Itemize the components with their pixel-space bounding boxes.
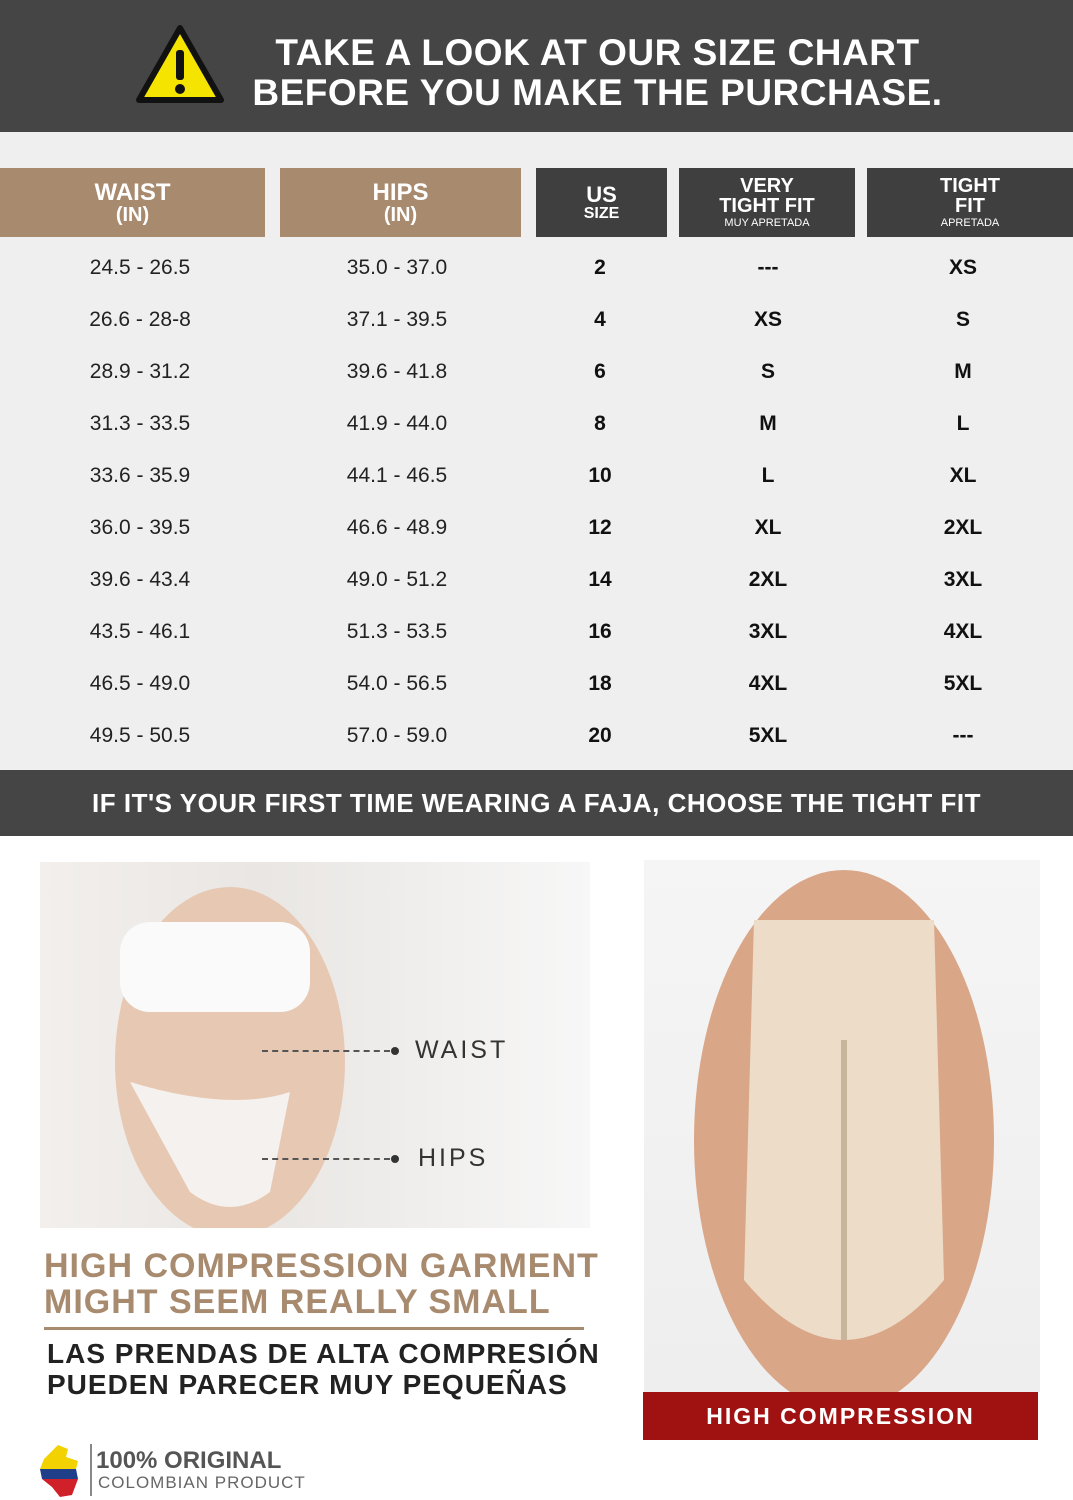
waist-dot <box>391 1047 399 1055</box>
table-row: 39.6 - 43.4 49.0 - 51.2 14 2XL 3XL <box>0 554 1073 606</box>
header-tight-fit: TIGHT FIT APRETADA <box>867 168 1073 237</box>
size-table <box>0 132 1073 770</box>
measurement-photo <box>40 862 590 1237</box>
waist-label: WAIST <box>415 1036 509 1064</box>
hips-cell: 51.3 - 53.5 <box>346 620 448 643</box>
table-row: 43.5 - 46.1 51.3 - 53.5 16 3XL 4XL <box>0 606 1073 658</box>
hips-cell: 39.6 - 41.8 <box>346 360 448 383</box>
tight-fit-cell: M <box>954 360 972 383</box>
table-row: 33.6 - 35.9 44.1 - 46.5 10 L XL <box>0 450 1073 502</box>
waist-cell: 46.5 - 49.0 <box>89 672 191 695</box>
hips-line <box>262 1158 390 1160</box>
very-tight-fit-cell: M <box>759 412 777 435</box>
very-tight-fit-cell: S <box>760 360 776 383</box>
waist-cell: 28.9 - 31.2 <box>89 360 191 383</box>
very-tight-fit-cell: --- <box>757 256 779 279</box>
header-waist: WAIST (IN) <box>0 168 265 237</box>
body-silhouette-icon <box>115 887 345 1237</box>
hips-cell: 49.0 - 51.2 <box>346 568 448 591</box>
us-size-cell: 2 <box>594 256 606 279</box>
table-row: 46.5 - 49.0 54.0 - 56.5 18 4XL 5XL <box>0 658 1073 710</box>
very-tight-fit-cell: 3XL <box>748 620 788 643</box>
table-row: 36.0 - 39.5 46.6 - 48.9 12 XL 2XL <box>0 502 1073 554</box>
colombia-flag-map-icon <box>40 1445 78 1497</box>
us-size-cell: 6 <box>594 360 606 383</box>
header-us-size: US SIZE <box>536 168 667 237</box>
title-line-1: TAKE A LOOK AT OUR SIZE CHART <box>275 32 920 73</box>
us-size-cell: 14 <box>588 568 612 591</box>
hips-cell: 37.1 - 39.5 <box>346 308 448 331</box>
logo-divider <box>90 1444 92 1496</box>
tight-fit-cell: XL <box>949 464 977 487</box>
hips-cell: 54.0 - 56.5 <box>346 672 448 695</box>
logo-colombian: COLOMBIAN PRODUCT <box>98 1473 306 1492</box>
divider <box>44 1327 584 1330</box>
table-row: 49.5 - 50.5 57.0 - 59.0 20 5XL --- <box>0 710 1073 762</box>
hips-cell: 44.1 - 46.5 <box>346 464 448 487</box>
warning-english: HIGH COMPRESSION GARMENT MIGHT SEEM REALL… <box>44 1247 599 1321</box>
product-photo <box>644 860 1040 1410</box>
table-row: 26.6 - 28-8 37.1 - 39.5 4 XS S <box>0 294 1073 346</box>
tight-fit-cell: 4XL <box>943 620 983 643</box>
tight-fit-banner: IF IT'S YOUR FIRST TIME WEARING A FAJA, … <box>0 770 1073 836</box>
hips-cell: 41.9 - 44.0 <box>346 412 448 435</box>
waist-cell: 43.5 - 46.1 <box>89 620 191 643</box>
table-row: 28.9 - 31.2 39.6 - 41.8 6 S M <box>0 346 1073 398</box>
high-compression-label: HIGH COMPRESSION <box>643 1392 1038 1440</box>
bodysuit-image <box>694 870 994 1410</box>
us-size-cell: 20 <box>588 724 612 747</box>
tight-fit-cell: 2XL <box>943 516 983 539</box>
waist-cell: 31.3 - 33.5 <box>89 412 191 435</box>
waist-cell: 26.6 - 28-8 <box>89 308 191 331</box>
very-tight-fit-cell: XS <box>753 308 783 331</box>
header-very-tight-fit: VERY TIGHT FIT MUY APRETADA <box>679 168 855 237</box>
very-tight-fit-cell: XL <box>754 516 782 539</box>
very-tight-fit-cell: L <box>761 464 775 487</box>
header-hips: HIPS (IN) <box>280 168 521 237</box>
table-row: 24.5 - 26.5 35.0 - 37.0 2 --- XS <box>0 242 1073 294</box>
waist-cell: 33.6 - 35.9 <box>89 464 191 487</box>
warning-icon <box>136 25 224 103</box>
waist-line <box>262 1050 390 1052</box>
tight-fit-cell: L <box>956 412 970 435</box>
hips-cell: 57.0 - 59.0 <box>346 724 448 747</box>
us-size-cell: 18 <box>588 672 612 695</box>
hips-cell: 46.6 - 48.9 <box>346 516 448 539</box>
table-row: 31.3 - 33.5 41.9 - 44.0 8 M L <box>0 398 1073 450</box>
waist-cell: 36.0 - 39.5 <box>89 516 191 539</box>
very-tight-fit-cell: 2XL <box>748 568 788 591</box>
page-title: TAKE A LOOK AT OUR SIZE CHART BEFORE YOU… <box>240 33 955 113</box>
waist-cell: 24.5 - 26.5 <box>89 256 191 279</box>
very-tight-fit-cell: 5XL <box>748 724 788 747</box>
us-size-cell: 12 <box>588 516 612 539</box>
title-line-2: BEFORE YOU MAKE THE PURCHASE. <box>252 72 943 113</box>
tight-fit-cell: XS <box>948 256 978 279</box>
tight-fit-cell: S <box>955 308 971 331</box>
us-size-cell: 16 <box>588 620 612 643</box>
hips-cell: 35.0 - 37.0 <box>346 256 448 279</box>
warning-spanish: LAS PRENDAS DE ALTA COMPRESIÓN PUEDEN PAR… <box>47 1338 600 1400</box>
very-tight-fit-cell: 4XL <box>748 672 788 695</box>
hips-dot <box>391 1155 399 1163</box>
waist-cell: 49.5 - 50.5 <box>89 724 191 747</box>
hips-label: HIPS <box>418 1144 489 1172</box>
tight-fit-cell: 3XL <box>943 568 983 591</box>
waist-cell: 39.6 - 43.4 <box>89 568 191 591</box>
logo-original: 100% ORIGINAL <box>96 1447 282 1474</box>
us-size-cell: 4 <box>594 308 606 331</box>
tight-fit-cell: 5XL <box>943 672 983 695</box>
us-size-cell: 10 <box>588 464 612 487</box>
tight-fit-cell: --- <box>952 724 974 747</box>
us-size-cell: 8 <box>594 412 606 435</box>
